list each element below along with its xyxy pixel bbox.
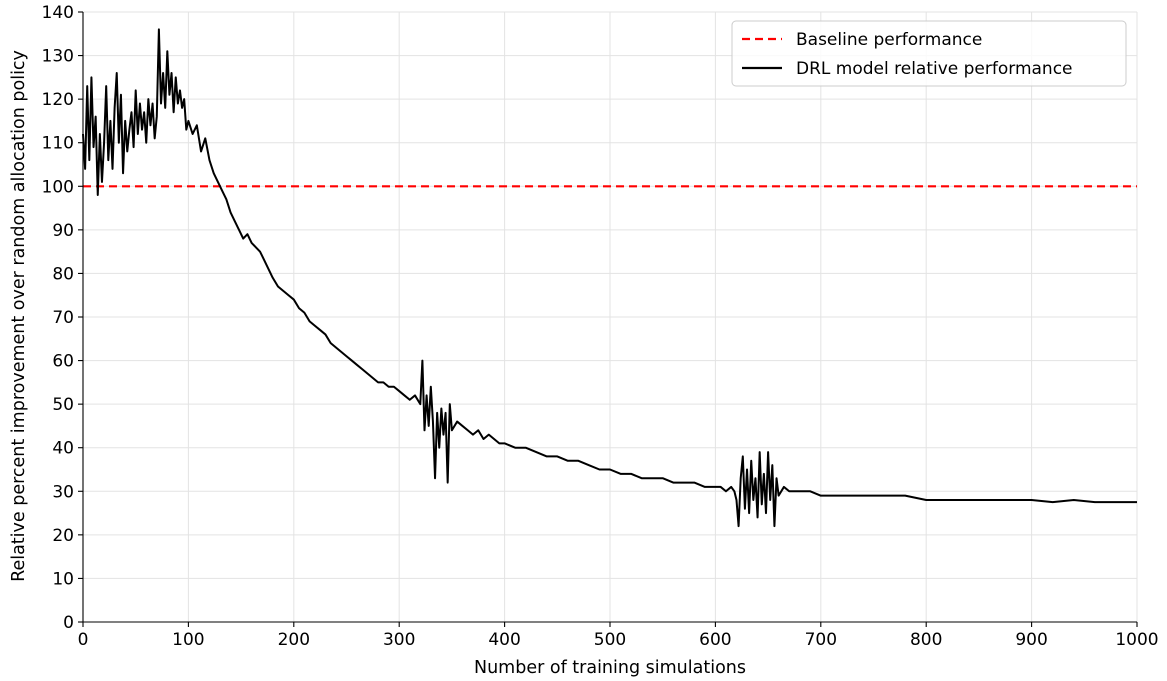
drl-performance-line (82, 28, 1137, 528)
y-tick-label: 90 (52, 221, 74, 241)
grid (82, 11, 1138, 623)
x-tick-label: 500 (594, 630, 626, 650)
x-tick-label: 600 (699, 630, 731, 650)
y-tick-label: 60 (52, 352, 74, 372)
y-tick-label: 20 (52, 526, 74, 546)
x-tick-label: 700 (805, 630, 837, 650)
y-tick-label: 130 (42, 47, 74, 67)
y-tick-label: 70 (52, 308, 74, 328)
y-tick-label: 110 (42, 134, 74, 154)
y-axis-label: Relative percent improvement over random… (9, 50, 29, 582)
x-tick-label: 1000 (1115, 630, 1158, 650)
y-tick-label: 40 (52, 439, 74, 459)
tick-labels: 0 100 200 300 400 500 600 700 800 900 1000 0 10 20 30 4… (42, 3, 1159, 650)
y-tick-label: 100 (42, 177, 74, 197)
legend-box (731, 20, 1127, 87)
x-tick-label: 800 (910, 630, 942, 650)
y-tick-label: 50 (52, 395, 74, 415)
y-tick-label: 30 (52, 482, 74, 502)
series-layer (82, 28, 1137, 528)
x-tick-label: 0 (78, 630, 89, 650)
y-tick-label: 120 (42, 90, 74, 110)
y-tick-label: 140 (42, 3, 74, 23)
x-tick-label: 900 (1015, 630, 1047, 650)
x-tick-label: 400 (488, 630, 520, 650)
legend-label-baseline: Baseline performance (796, 30, 982, 50)
x-axis-label: Number of training simulations (474, 658, 746, 678)
x-tick-label: 200 (278, 630, 310, 650)
x-tick-label: 100 (172, 630, 204, 650)
y-tick-label: 0 (63, 613, 74, 633)
legend-label-drl: DRL model relative performance (796, 59, 1073, 79)
legend: Baseline performance DRL model relative … (731, 20, 1127, 87)
y-tick-label: 80 (52, 264, 74, 284)
y-tick-label: 10 (52, 569, 74, 589)
x-tick-label: 300 (383, 630, 415, 650)
axes (78, 11, 1138, 627)
